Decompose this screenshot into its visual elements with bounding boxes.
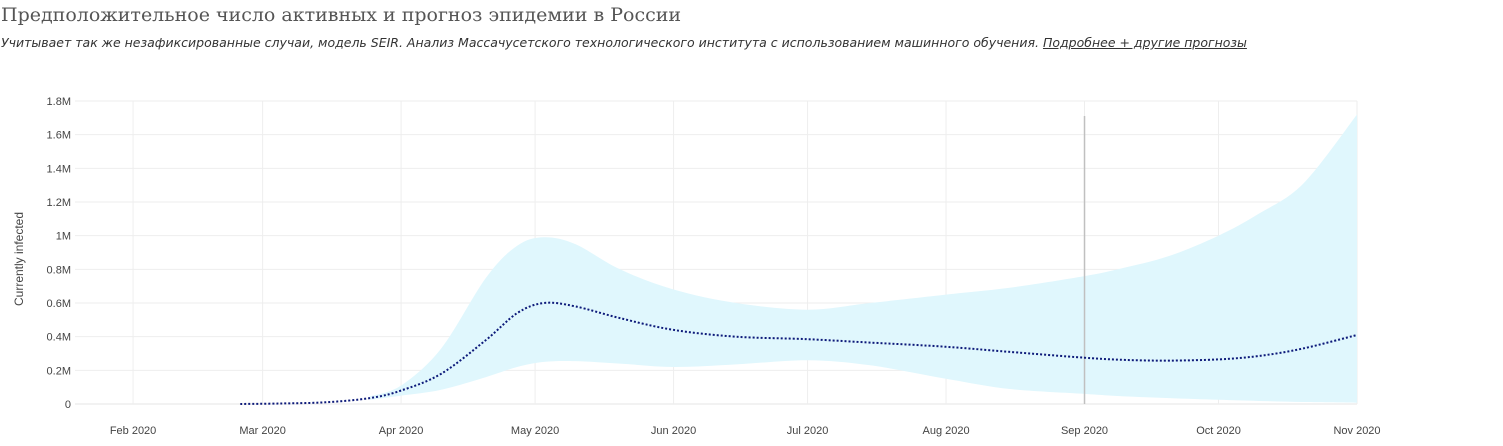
y-tick-label: 1.6M (47, 130, 71, 142)
y-tick-label: 0 (65, 399, 71, 411)
x-tick-label: Jun 2020 (651, 425, 696, 437)
x-tick-label: Oct 2020 (1196, 425, 1241, 437)
y-axis-title: Currently infected (12, 212, 26, 306)
y-tick-label: 0.2M (47, 365, 71, 377)
x-tick-label: Nov 2020 (1333, 425, 1380, 437)
y-tick-label: 1.8M (47, 96, 71, 108)
y-tick-label: 1.2M (47, 197, 71, 209)
x-tick-label: May 2020 (511, 425, 559, 437)
y-tick-label: 1M (56, 231, 71, 243)
more-forecasts-link[interactable]: Подробнее + другие прогнозы (1042, 35, 1247, 50)
x-tick-label: Jul 2020 (787, 425, 829, 437)
forecast-line (240, 301, 1358, 405)
x-tick-label: Mar 2020 (239, 425, 285, 437)
x-tick-labels: Feb 2020 Mar 2020 Apr 2020 May 2020 Jun 2020… (110, 425, 1381, 437)
y-tick-label: 0.4M (47, 332, 71, 344)
chart-title: Предположительное число активных и прогн… (1, 4, 682, 26)
band-layer (369, 114, 1357, 403)
x-tick-label: Aug 2020 (922, 425, 969, 437)
chart-subtitle: Учитывает так же незафиксированные случа… (1, 35, 1247, 50)
x-tick-label: Sep 2020 (1061, 425, 1108, 437)
x-tick-label: Feb 2020 (110, 425, 156, 437)
confidence-band (369, 114, 1357, 403)
line-layer (240, 301, 1358, 405)
y-tick-label: 0.8M (47, 264, 71, 276)
x-tick-label: Apr 2020 (379, 425, 424, 437)
subtitle-text: Учитывает так же незафиксированные случа… (1, 35, 1039, 50)
y-tick-label: 0.6M (47, 298, 71, 310)
y-tick-labels: 0 0.2M 0.4M 0.6M 0.8M 1M 1.2M 1.4M 1.6M 1.8M (47, 96, 71, 411)
y-tick-label: 1.4M (47, 163, 71, 175)
